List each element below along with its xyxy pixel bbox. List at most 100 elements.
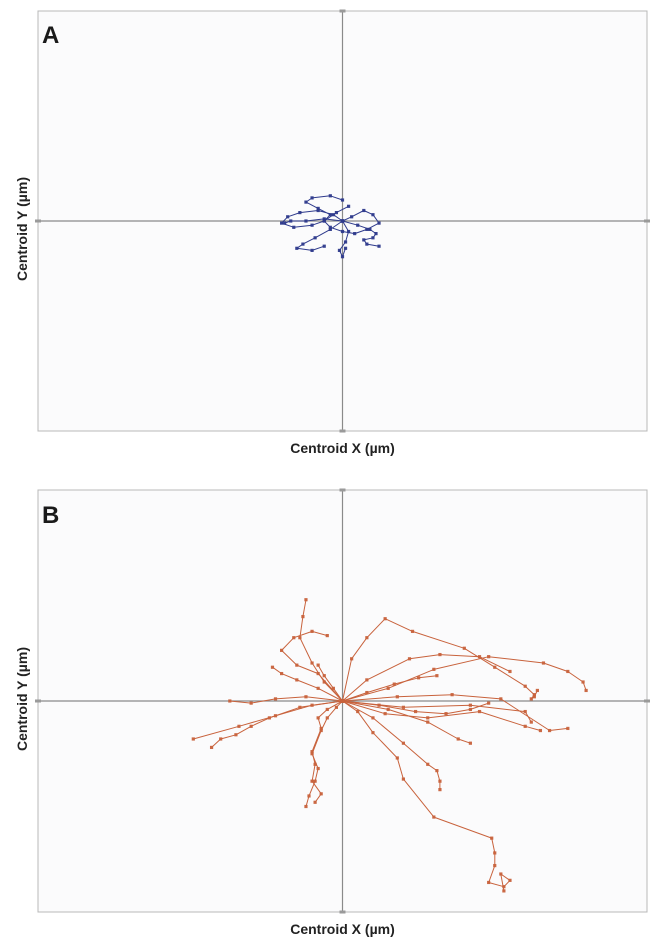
track-point [426, 762, 430, 766]
track-point [493, 665, 497, 669]
track-point [377, 703, 381, 707]
track-point [301, 242, 305, 246]
track-point [310, 750, 314, 754]
track-point [340, 198, 345, 202]
track-point [191, 737, 195, 741]
track-point [462, 646, 466, 650]
track-point [292, 636, 296, 640]
track-point [328, 213, 332, 217]
track-point [566, 669, 570, 674]
track-point [487, 655, 491, 659]
track-point [319, 728, 323, 733]
track-point [273, 697, 278, 701]
track-point [316, 686, 320, 690]
track-point [413, 709, 418, 714]
track-point [316, 671, 320, 676]
track-point [280, 671, 284, 676]
axis-end-marker [339, 9, 346, 13]
axis-end-marker [35, 219, 41, 223]
track-point [499, 697, 503, 701]
track-point [322, 680, 326, 684]
track-point [304, 598, 308, 602]
track-point [295, 678, 299, 682]
track-point [508, 669, 512, 674]
track-point [487, 880, 491, 885]
plot-b [35, 488, 650, 914]
track-point [401, 777, 405, 781]
track-point [295, 663, 299, 667]
track-point [298, 705, 302, 709]
track-point [313, 762, 317, 766]
track-point [493, 863, 497, 868]
track-point [426, 716, 430, 720]
track-point [490, 836, 494, 840]
track-point [468, 707, 472, 712]
track-point [529, 720, 533, 724]
track-point [322, 674, 326, 678]
track-point [417, 676, 421, 680]
axis-end-marker [339, 429, 346, 433]
track-point [365, 690, 369, 695]
track-point [407, 657, 412, 661]
track-point [319, 726, 323, 731]
track-point [435, 769, 439, 773]
axis-end-marker [644, 219, 650, 223]
track-point [477, 709, 482, 714]
track-point [377, 221, 381, 225]
track-point [581, 680, 585, 684]
track-point [325, 716, 329, 720]
track-point [499, 872, 503, 876]
track-point [316, 206, 320, 210]
track-point [322, 244, 326, 248]
track-point [365, 636, 369, 640]
track-point [371, 236, 375, 240]
track-point [377, 244, 381, 248]
track-point [432, 667, 436, 671]
track-point [280, 221, 284, 225]
track-point [249, 724, 253, 728]
track-point [356, 709, 360, 714]
track-point [350, 215, 354, 219]
track-point [392, 682, 396, 686]
track-point [523, 724, 527, 728]
track-point [310, 661, 314, 665]
track-point [438, 788, 442, 792]
track-point [313, 236, 317, 240]
track-point [487, 701, 491, 705]
track-point [395, 695, 399, 699]
track-point [371, 213, 375, 217]
track-point [301, 615, 305, 619]
track-point [365, 242, 369, 246]
track-point [237, 724, 241, 728]
axis-end-marker [644, 699, 650, 703]
track-point [350, 657, 354, 661]
track-point [304, 804, 308, 809]
track-point [340, 219, 345, 223]
track-point [383, 712, 387, 716]
panel-a: A Centroid X (µm) Centroid Y (µm) [0, 0, 655, 470]
track-point [283, 221, 287, 225]
track-point [386, 686, 390, 690]
track-point [538, 728, 543, 733]
track-point [450, 693, 454, 697]
track-point [316, 663, 320, 667]
track-point [316, 716, 320, 720]
track-point [295, 246, 299, 250]
track-line [317, 664, 343, 702]
track-point [310, 703, 314, 707]
track-point [435, 674, 439, 678]
track-point [438, 779, 442, 783]
y-axis-label: Centroid Y (µm) [14, 647, 30, 752]
track-point [371, 731, 375, 735]
track-point [322, 217, 326, 221]
track-point [468, 741, 472, 745]
track-point [313, 800, 317, 804]
track-point [523, 684, 527, 688]
track-point [289, 219, 293, 223]
track-point [362, 208, 366, 213]
track-point [401, 705, 405, 709]
track-point [209, 745, 214, 750]
track-point [298, 636, 302, 640]
track-point [532, 693, 536, 697]
track-point [532, 695, 536, 699]
